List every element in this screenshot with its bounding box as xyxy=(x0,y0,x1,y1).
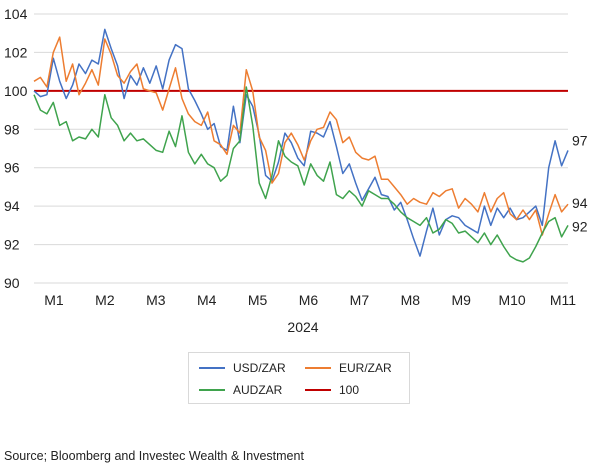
series-lines xyxy=(33,28,569,263)
legend-swatch-eurzar xyxy=(305,367,331,369)
x-tick-label: M10 xyxy=(498,292,525,308)
x-tick-label: M3 xyxy=(146,292,166,308)
x-axis-ticks: M1 M2 M3 M4 M5 M6 M7 M8 M9 M10 M11 xyxy=(44,292,576,308)
legend-swatch-audzar xyxy=(199,389,225,391)
legend-item-100: 100 xyxy=(305,383,359,397)
legend-swatch-usdzar xyxy=(199,367,225,369)
source-note: Source; Bloomberg and Investec Wealth & … xyxy=(4,449,304,463)
y-tick-label: 90 xyxy=(4,275,20,291)
x-tick-label: M8 xyxy=(401,292,421,308)
legend-label-eurzar: EUR/ZAR xyxy=(339,361,392,375)
legend-label-100: 100 xyxy=(339,383,360,397)
series-line-audzar xyxy=(33,86,569,263)
legend-item-audzar: AUDZAR xyxy=(199,383,282,397)
end-label-eurzar: 94 xyxy=(572,195,588,211)
y-tick-label: 98 xyxy=(4,121,20,137)
legend-item-usdzar: USD/ZAR xyxy=(199,361,286,375)
x-axis-label: 2024 xyxy=(287,319,318,335)
legend-label-audzar: AUDZAR xyxy=(233,383,283,397)
y-tick-label: 100 xyxy=(4,83,28,99)
series-line-usdzar xyxy=(33,28,569,257)
x-tick-label: M1 xyxy=(44,292,64,308)
end-labels: 97 94 92 xyxy=(572,132,588,234)
legend-label-usdzar: USD/ZAR xyxy=(233,361,286,375)
x-tick-label: M2 xyxy=(95,292,115,308)
x-tick-label: M5 xyxy=(248,292,268,308)
legend-item-eurzar: EUR/ZAR xyxy=(305,361,392,375)
x-tick-label: M11 xyxy=(550,292,576,308)
legend-swatch-100 xyxy=(305,389,331,391)
y-axis-ticks: 90 92 94 96 98 100 102 104 xyxy=(4,6,28,291)
x-tick-label: M9 xyxy=(451,292,471,308)
end-label-usdzar: 97 xyxy=(572,132,588,148)
y-tick-label: 102 xyxy=(4,44,28,60)
y-tick-label: 92 xyxy=(4,237,20,253)
legend: USD/ZAR EUR/ZAR AUDZAR 100 xyxy=(188,352,410,404)
x-tick-label: M7 xyxy=(350,292,370,308)
end-label-audzar: 92 xyxy=(572,218,588,234)
x-tick-label: M6 xyxy=(299,292,319,308)
x-tick-label: M4 xyxy=(197,292,217,308)
series-line-eurzar xyxy=(33,36,569,236)
y-tick-label: 104 xyxy=(4,6,28,22)
y-tick-label: 96 xyxy=(4,160,20,176)
y-tick-label: 94 xyxy=(4,198,20,214)
